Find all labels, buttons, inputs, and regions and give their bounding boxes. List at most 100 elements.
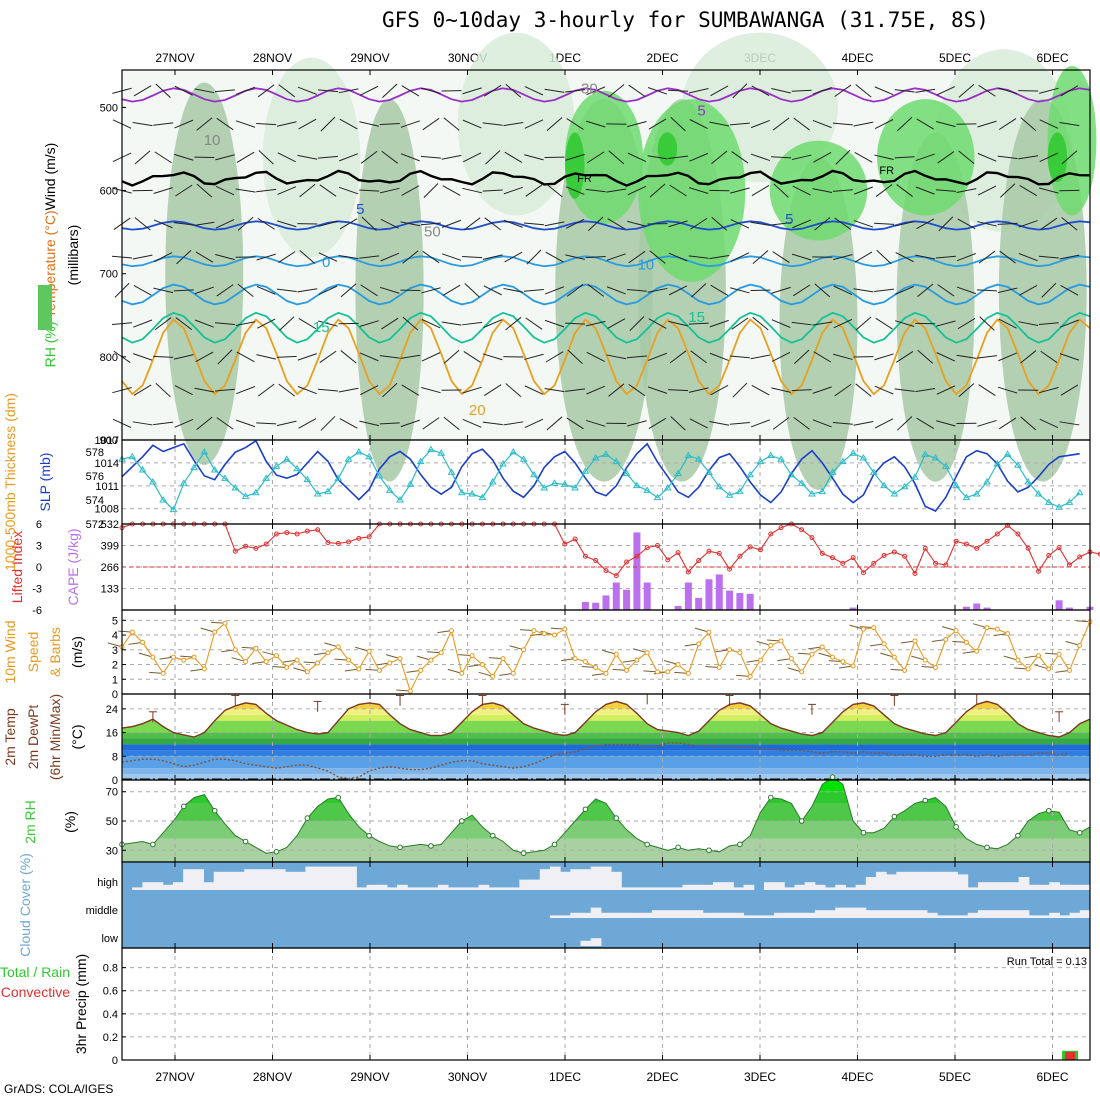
wind-barb (153, 187, 173, 194)
date-label-top: 6DEC (1036, 51, 1068, 65)
thickness-point (262, 474, 271, 481)
y-tick-label: 0.2 (103, 1032, 118, 1044)
wind-barb (257, 383, 275, 397)
wind-barb (812, 419, 832, 428)
wind-barb (977, 221, 997, 227)
thickness-point (983, 478, 991, 485)
wind-barb (401, 185, 420, 196)
cloud-cell (855, 907, 867, 918)
wind-barb (235, 188, 256, 193)
wind-barb (297, 386, 317, 395)
wind-speed-point (346, 657, 352, 663)
wind-speed-point (1046, 666, 1052, 672)
wind-barb (998, 118, 1017, 130)
wind-barb (977, 355, 998, 359)
wind-speed-point (191, 654, 197, 660)
wind-barb (751, 384, 770, 396)
wind-barb (484, 384, 502, 396)
wind-speed-point (665, 669, 671, 675)
thickness-point (715, 482, 724, 490)
wind-speed-point (170, 654, 176, 660)
thickness-point (1044, 498, 1053, 505)
y-tick-label: 2 (112, 660, 118, 672)
wind-barb (670, 416, 686, 431)
cloud-cell (468, 887, 480, 890)
wind-barb (173, 222, 194, 226)
wind-barb (462, 187, 482, 194)
wind-barb (340, 350, 357, 364)
wind-barb (771, 286, 791, 294)
wind-barb (215, 254, 235, 261)
wind-speed-point (490, 673, 496, 679)
cloud-cell (967, 912, 979, 918)
wind-barb (546, 183, 563, 198)
lifted-index-point (819, 550, 825, 556)
wind-barb (729, 122, 750, 126)
wind-barb (565, 89, 586, 93)
wind-barb (195, 351, 214, 363)
wind-barb (668, 252, 688, 262)
wind-barb (214, 89, 235, 93)
wind-barb (525, 184, 543, 197)
wind-speed-point (603, 670, 609, 676)
cloud-cell (1069, 884, 1081, 890)
wind-speed-point (366, 648, 372, 654)
wind-barb (936, 86, 956, 96)
lifted-index-point (768, 531, 774, 537)
wind-barb (236, 386, 256, 395)
wind-barb (629, 316, 645, 332)
thickness-point (869, 468, 878, 475)
wind-barb (874, 119, 894, 130)
wind-speed-point (809, 651, 815, 657)
thickness-point (705, 468, 713, 475)
wind-barb (463, 350, 481, 363)
cloud-cell (539, 869, 551, 890)
cloud-cell (937, 871, 948, 890)
isotherm-15 (121, 311, 1091, 344)
wind-barb (483, 319, 503, 328)
wind-barb (194, 387, 215, 393)
wind-barb (402, 250, 419, 264)
wind-barb (729, 422, 750, 425)
date-label-top: 5DEC (939, 51, 971, 65)
wind-barb (668, 155, 689, 160)
wind-barb (936, 420, 956, 427)
wind-barb (441, 253, 462, 261)
wind-barb (997, 222, 1018, 225)
wind-barb (340, 283, 357, 298)
cloud-cell (325, 866, 337, 890)
cloud-cell (865, 910, 877, 918)
wind-barb (874, 222, 895, 225)
wind-barb (997, 287, 1018, 294)
rh-band (122, 780, 1090, 792)
rh-point (1076, 829, 1083, 836)
wind-barb (338, 88, 359, 94)
wind-speed-point (1025, 666, 1031, 672)
date-label-top: 2DEC (646, 51, 678, 65)
thickness-point (1034, 490, 1043, 497)
left-tick-label: 576 (86, 471, 104, 483)
wind-barb (917, 283, 934, 298)
axis-label: 10m Wind (2, 620, 18, 683)
cloud-cell (305, 866, 317, 890)
contour-label: 5 (697, 103, 705, 120)
cloud-cell (672, 887, 683, 890)
wind-barb (874, 154, 894, 161)
thickness-point (725, 491, 734, 498)
wind-barb (833, 254, 853, 261)
wind-barb (709, 319, 729, 328)
wind-barb (792, 185, 811, 196)
wind-speed-point (757, 657, 763, 663)
wind-barb (710, 284, 729, 296)
cloud-cell (183, 869, 194, 890)
wind-speed-point (902, 667, 908, 673)
wind-barb (196, 416, 213, 431)
cloud-cell (835, 884, 846, 890)
wind-barb (874, 353, 894, 361)
wind-barb (832, 422, 853, 425)
cape-bar (602, 595, 610, 610)
wind-barb (132, 353, 153, 361)
wind-barb (566, 118, 584, 130)
y-tick-label: 3 (112, 645, 118, 657)
right-tick-label: 1014 (95, 458, 119, 470)
